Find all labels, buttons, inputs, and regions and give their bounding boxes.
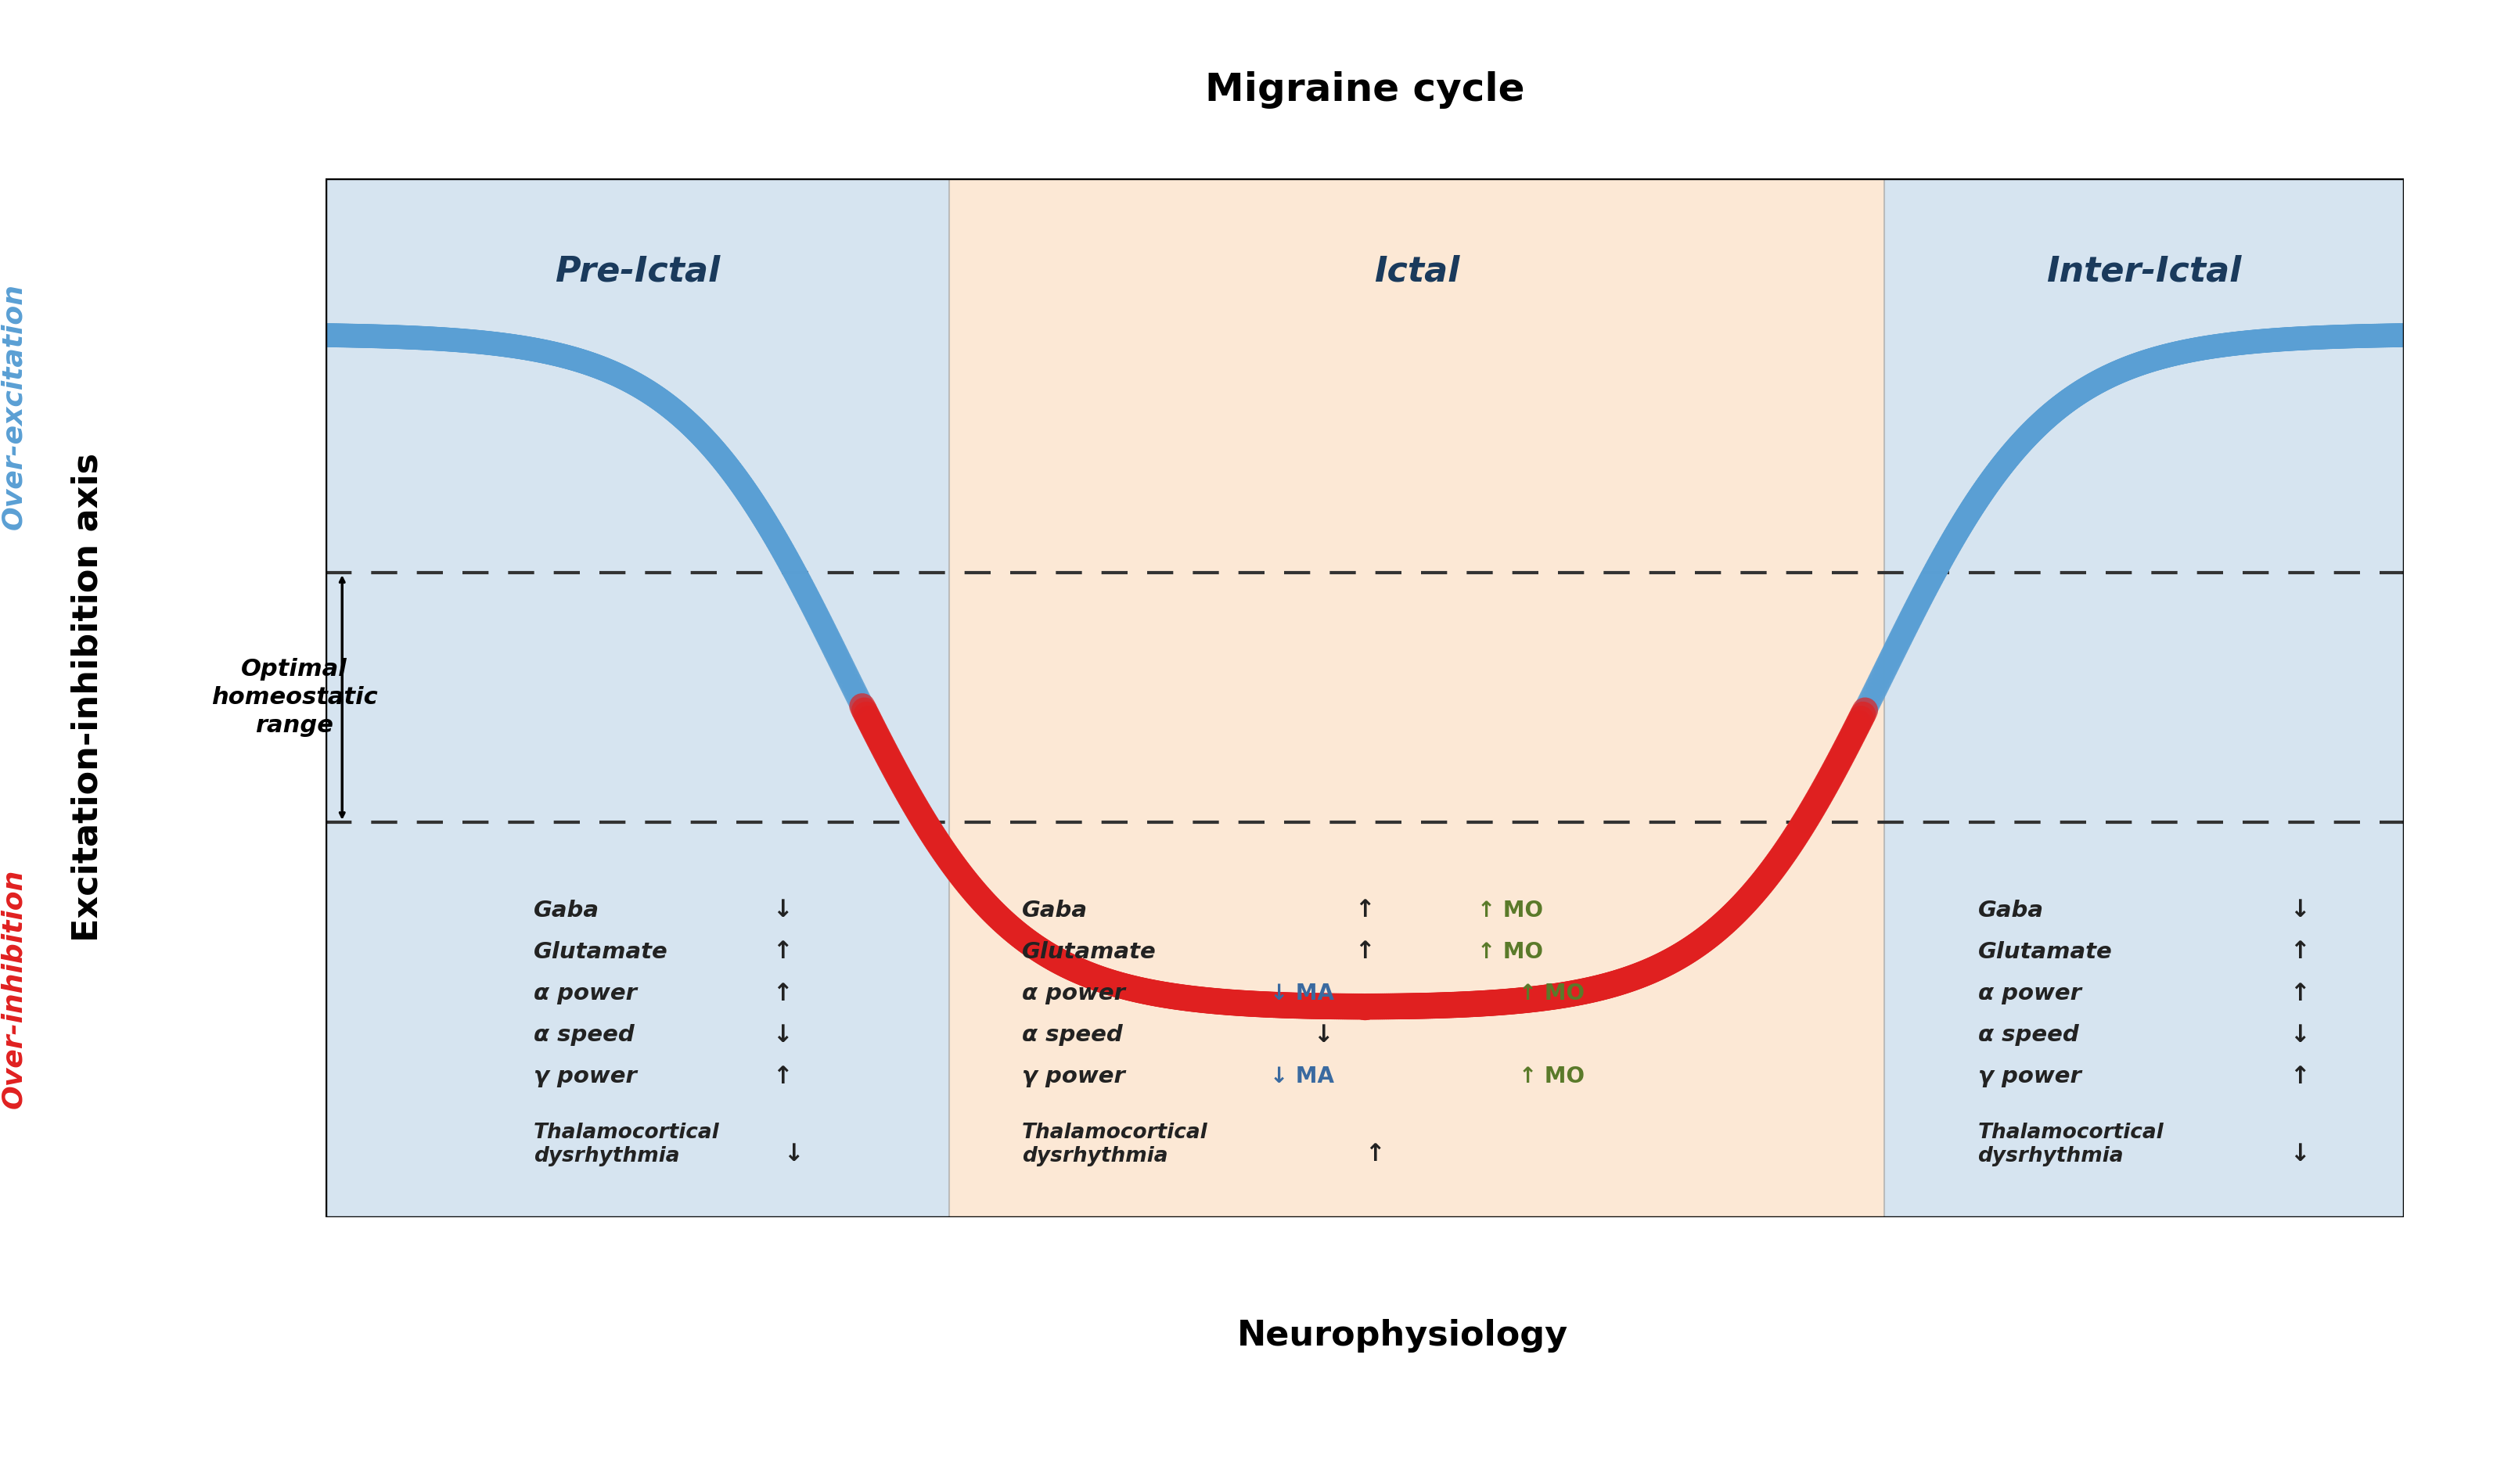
Text: Thalamocortical
dysrhythmia: Thalamocortical dysrhythmia — [1978, 1122, 2163, 1166]
Text: Pre-Ictal: Pre-Ictal — [553, 255, 721, 288]
Text: Thalamocortical
dysrhythmia: Thalamocortical dysrhythmia — [533, 1122, 719, 1166]
Text: Glutamate: Glutamate — [533, 941, 669, 963]
Text: ↓: ↓ — [2291, 1143, 2309, 1166]
Text: α speed: α speed — [1022, 1024, 1122, 1046]
Text: ↑ MO: ↑ MO — [1477, 899, 1542, 922]
Text: ↑: ↑ — [774, 941, 794, 963]
Text: ↑: ↑ — [774, 1066, 794, 1088]
Text: Glutamate: Glutamate — [1022, 941, 1157, 963]
Text: ↑: ↑ — [1355, 899, 1375, 922]
Text: ↓: ↓ — [1312, 1024, 1332, 1046]
Text: Gaba: Gaba — [1978, 899, 2043, 922]
Bar — [326, 178, 949, 1217]
Text: ↓: ↓ — [2291, 1024, 2309, 1046]
Text: α speed: α speed — [1978, 1024, 2078, 1046]
Text: Gaba: Gaba — [1022, 899, 1087, 922]
Text: γ power: γ power — [1978, 1066, 2081, 1088]
Text: α power: α power — [1978, 982, 2081, 1005]
Bar — [1886, 178, 2404, 1217]
Text: Excitation-inhibition axis: Excitation-inhibition axis — [70, 453, 105, 942]
Text: Optimal
homeostatic
range: Optimal homeostatic range — [210, 657, 378, 738]
Text: ↑: ↑ — [1355, 941, 1375, 963]
Text: ↓ MA: ↓ MA — [1270, 1066, 1335, 1088]
Text: ↑: ↑ — [2291, 1066, 2309, 1088]
Text: Over-inhibition: Over-inhibition — [0, 868, 28, 1109]
Text: ↓: ↓ — [774, 1024, 794, 1046]
Text: ↓: ↓ — [774, 899, 794, 922]
Text: Neurophysiology: Neurophysiology — [1237, 1319, 1568, 1352]
Text: Gaba: Gaba — [533, 899, 598, 922]
Text: ↑ MO: ↑ MO — [1520, 1066, 1585, 1088]
Text: Migraine cycle: Migraine cycle — [1204, 71, 1525, 108]
Text: ↑: ↑ — [774, 982, 794, 1005]
Text: α speed: α speed — [533, 1024, 634, 1046]
Text: ↑: ↑ — [2291, 941, 2309, 963]
Bar — [949, 178, 1886, 1217]
Text: ↑: ↑ — [1365, 1143, 1385, 1166]
Text: Ictal: Ictal — [1375, 255, 1460, 288]
Text: Inter-Ictal: Inter-Ictal — [2046, 255, 2241, 288]
Text: Over-excitation: Over-excitation — [0, 283, 28, 530]
Text: α power: α power — [533, 982, 636, 1005]
Text: ↓: ↓ — [784, 1143, 804, 1166]
Text: Thalamocortical
dysrhythmia: Thalamocortical dysrhythmia — [1022, 1122, 1207, 1166]
Text: ↓: ↓ — [2291, 899, 2309, 922]
Text: ↑ MO: ↑ MO — [1477, 941, 1542, 963]
Text: α power: α power — [1022, 982, 1124, 1005]
Text: ↑ MO: ↑ MO — [1520, 982, 1585, 1005]
Text: γ power: γ power — [1022, 1066, 1124, 1088]
Text: Glutamate: Glutamate — [1978, 941, 2113, 963]
Text: ↓ MA: ↓ MA — [1270, 982, 1335, 1005]
Text: γ power: γ power — [533, 1066, 636, 1088]
Text: ↑: ↑ — [2291, 982, 2309, 1005]
